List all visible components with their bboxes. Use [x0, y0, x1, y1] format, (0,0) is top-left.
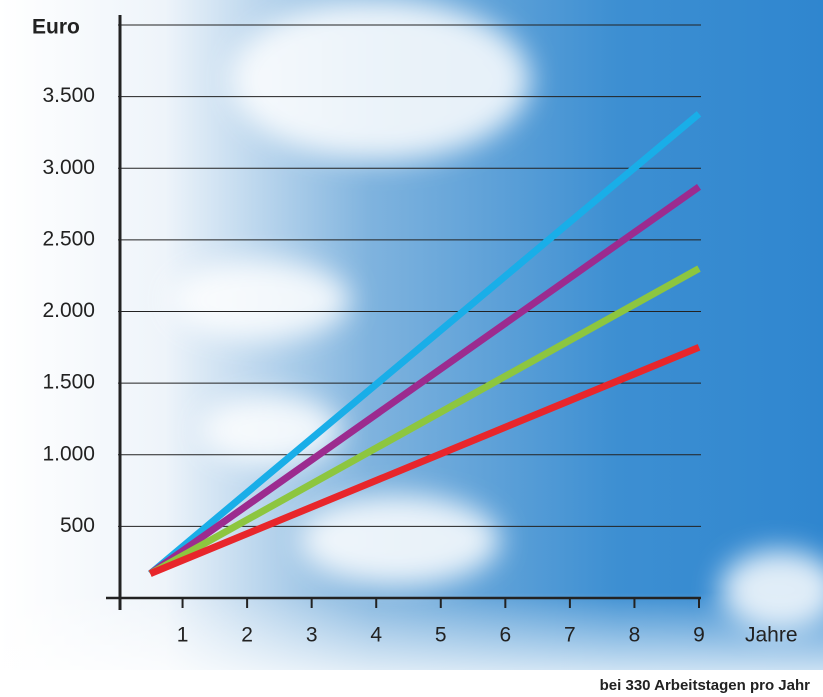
x-axis-label: Jahre — [745, 624, 798, 647]
note: bei 330 Arbeitstagen pro Jahr — [600, 677, 811, 694]
y-axis-label: Euro — [32, 16, 80, 39]
y-tick-label: 3.500 — [42, 84, 95, 107]
x-tick-label: 9 — [693, 624, 705, 647]
y-tick-label: 1.500 — [42, 371, 95, 394]
series-line — [148, 111, 702, 577]
x-tick-label: 3 — [306, 624, 318, 647]
x-tick-label: 5 — [435, 624, 447, 647]
x-tick-label: 6 — [499, 624, 511, 647]
x-tick-label: 8 — [629, 624, 641, 647]
y-tick-label: 500 — [60, 514, 95, 537]
y-tick-label: 2.000 — [42, 299, 95, 322]
y-tick-label: 3.000 — [42, 156, 95, 179]
y-tick-label: 2.500 — [42, 227, 95, 250]
y-tick-label: 1.000 — [42, 442, 95, 465]
x-tick-label: 1 — [177, 624, 189, 647]
x-tick-label: 7 — [564, 624, 576, 647]
x-tick-label: 2 — [241, 624, 253, 647]
x-tick-label: 4 — [370, 624, 382, 647]
series-line — [148, 184, 702, 577]
series-line — [148, 344, 701, 577]
series-line — [148, 265, 701, 577]
